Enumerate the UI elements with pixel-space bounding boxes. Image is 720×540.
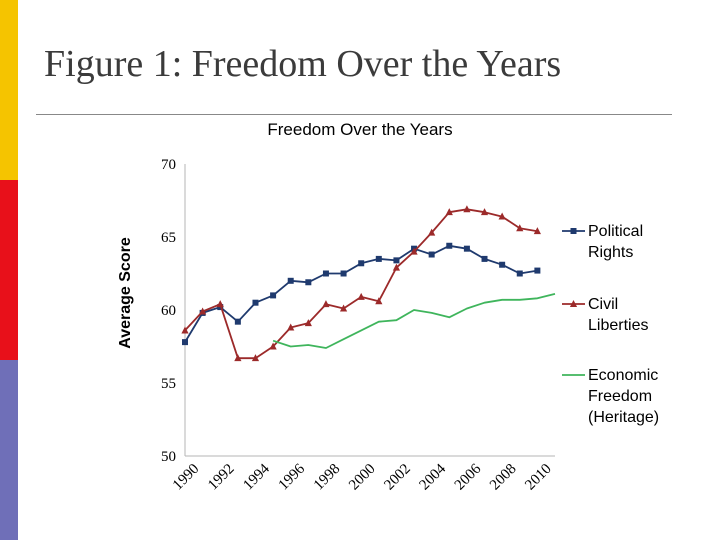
data-point <box>252 299 259 306</box>
data-point <box>446 242 453 249</box>
x-tick-label: 2000 <box>346 461 379 494</box>
data-point <box>534 267 541 274</box>
data-point <box>287 277 294 284</box>
x-tick-label: 1994 <box>240 461 273 494</box>
data-point <box>269 342 277 350</box>
data-point <box>287 323 295 331</box>
data-point <box>375 297 383 305</box>
legend-swatch-marker <box>570 228 577 234</box>
series-3 <box>272 293 556 349</box>
x-tick-label: 1996 <box>276 461 309 494</box>
title-divider <box>36 114 672 115</box>
data-point <box>251 354 260 362</box>
y-tick-label: 55 <box>161 376 176 392</box>
chart-title: Freedom Over the Years <box>267 120 452 139</box>
series-1 <box>182 242 541 346</box>
data-point <box>533 227 541 235</box>
legend-label: Civil <box>588 296 618 313</box>
accent-strip-purple <box>0 360 18 540</box>
data-point <box>322 300 330 308</box>
data-point <box>305 279 312 286</box>
data-point <box>375 255 382 262</box>
x-tick-label: 2010 <box>522 461 555 494</box>
x-tick-label: 1992 <box>205 461 238 494</box>
data-point <box>410 247 418 255</box>
legend-label: Political <box>588 223 643 240</box>
data-point <box>481 255 488 262</box>
x-tick-label: 1990 <box>170 461 203 494</box>
y-tick-label: 60 <box>161 303 176 319</box>
legend-label: Liberties <box>588 317 648 334</box>
data-point <box>340 270 347 277</box>
data-point <box>199 307 207 315</box>
data-point <box>393 257 400 264</box>
data-point <box>270 292 277 299</box>
y-tick-labels: 50 55 60 65 70 <box>161 157 176 465</box>
series-line <box>184 208 538 360</box>
legend-entry: Economic Freedom (Heritage) <box>562 367 659 426</box>
y-tick-label: 70 <box>161 157 176 173</box>
data-point <box>463 205 471 213</box>
data-point <box>463 245 470 252</box>
data-point <box>304 319 312 327</box>
data-point <box>339 304 348 312</box>
accent-strip-yellow <box>0 0 18 180</box>
data-point <box>498 212 506 220</box>
y-axis-label: Average Score <box>117 237 134 349</box>
slide-title: Figure 1: Freedom Over the Years <box>44 43 562 85</box>
data-point <box>445 208 453 216</box>
x-tick-label: 2004 <box>417 461 450 494</box>
legend-label: (Heritage) <box>588 409 659 426</box>
data-point <box>216 300 224 308</box>
legend-label: Freedom <box>588 388 652 405</box>
data-point <box>357 292 365 300</box>
legend-swatch-marker <box>569 300 578 307</box>
x-tick-label: 2008 <box>487 461 520 494</box>
data-point <box>322 270 329 277</box>
data-point <box>234 354 242 362</box>
y-tick-label: 50 <box>161 449 176 465</box>
legend-label: Economic <box>588 367 658 384</box>
data-point <box>392 263 401 271</box>
accent-strip-red <box>0 180 18 360</box>
data-point <box>480 208 489 216</box>
data-point <box>516 270 523 277</box>
data-point <box>428 228 436 236</box>
data-point <box>499 261 506 268</box>
legend-entry: Political Rights <box>562 223 643 261</box>
x-tick-label: 1998 <box>311 461 344 494</box>
chart-legend: Political Rights Civil Liberties Economic Fre… <box>562 223 659 426</box>
series-2 <box>181 205 541 362</box>
data-point <box>358 260 365 267</box>
legend-label: Rights <box>588 244 633 261</box>
y-tick-label: 65 <box>161 230 176 246</box>
x-tick-labels: 1990 1992 1994 1996 1998 2000 2002 2004 2006 2008… <box>170 461 555 494</box>
series-line <box>272 293 556 349</box>
data-point <box>428 251 435 258</box>
data-point <box>181 326 189 334</box>
series-layer <box>181 205 556 362</box>
x-tick-label: 2006 <box>452 461 485 494</box>
data-point <box>182 339 188 346</box>
chart-axes <box>184 164 555 457</box>
data-point <box>234 318 241 325</box>
data-point <box>516 224 524 232</box>
x-tick-label: 2002 <box>381 461 414 494</box>
legend-entry: Civil Liberties <box>562 296 648 334</box>
